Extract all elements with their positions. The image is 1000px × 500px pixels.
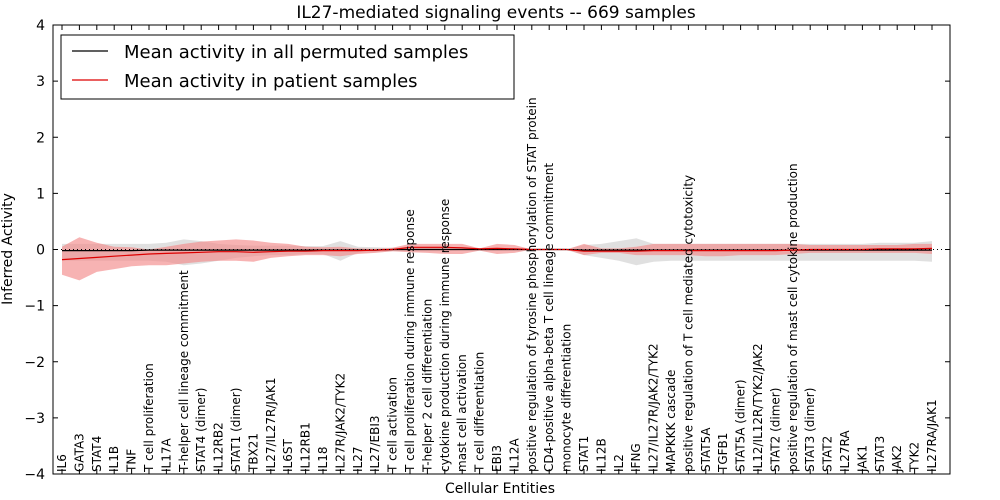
category-label: TBX21: [246, 433, 260, 473]
category-label: STAT1 (dimer): [229, 388, 243, 472]
category-label: STAT2: [821, 436, 835, 472]
y-axis-title: Inferred Activity: [0, 193, 16, 305]
category-label: GATA3: [72, 433, 86, 472]
y-tick-label: −2: [24, 355, 45, 371]
y-tick-label: 2: [36, 130, 45, 146]
category-label: TYK2: [908, 442, 922, 473]
category-label: IL12B: [594, 438, 608, 472]
category-label: IL2: [612, 454, 626, 472]
chart-title: IL27-mediated signaling events -- 669 sa…: [296, 3, 696, 23]
category-label: T-helper 2 cell differentiation: [420, 299, 434, 473]
category-label: mast cell activation: [455, 354, 469, 472]
category-label: IL27/IL27R/JAK1: [264, 378, 278, 472]
category-label: IFNG: [629, 443, 643, 472]
category-label: STAT3 (dimer): [803, 388, 817, 472]
legend-frame: [60, 34, 515, 100]
category-label: IL27: [351, 447, 365, 473]
category-label: STAT5A: [699, 427, 713, 472]
category-label: IL18: [316, 447, 330, 473]
category-label: IL12RB2: [212, 422, 226, 472]
y-axis: −4 −3 −2 −1 0 1 2 3 4: [24, 18, 950, 483]
category-label: IL6: [55, 454, 69, 472]
category-label: TNF: [125, 449, 139, 473]
category-label: IL27R/JAK2/TYK2: [333, 373, 347, 472]
category-label: STAT4: [90, 436, 104, 472]
category-label: EBI3: [490, 445, 504, 472]
category-label: IL6ST: [281, 439, 295, 472]
legend: Mean activity in all permuted samples Me…: [60, 34, 515, 100]
category-label: IL27/IL27R/JAK2/TYK2: [647, 343, 661, 472]
category-label: cytokine production during immune respon…: [438, 199, 452, 472]
category-label: positive regulation of tyrosine phosphor…: [525, 97, 539, 472]
band-patient: [62, 237, 932, 281]
category-label: IL27/EBI3: [368, 415, 382, 472]
category-label: IL27RA: [838, 430, 852, 472]
category-label: IL12/IL12R/TYK2/JAK2: [751, 343, 765, 472]
category-label: monocyte differentiation: [560, 324, 574, 472]
category-label: positive regulation of T cell mediated c…: [681, 175, 695, 472]
category-label: positive regulation of mast cell cytokin…: [786, 163, 800, 472]
category-label: STAT4 (dimer): [194, 388, 208, 472]
category-label: STAT1: [577, 436, 591, 472]
legend-label-patient: Mean activity in patient samples: [124, 71, 418, 92]
category-label: IL17A: [159, 438, 173, 472]
line-patient: [61, 246, 933, 261]
y-tick-label: 3: [36, 74, 45, 90]
category-label: STAT2 (dimer): [768, 388, 782, 472]
category-label: T cell proliferation during immune respo…: [403, 209, 417, 473]
category-label: TGFB1: [716, 433, 730, 473]
category-label: JAK2: [890, 445, 904, 473]
y-tick-label: 4: [36, 18, 45, 34]
legend-label-permuted: Mean activity in all permuted samples: [124, 42, 468, 63]
category-label: T cell proliferation: [142, 363, 156, 473]
y-tick-label: −1: [24, 299, 45, 315]
x-axis-title: Cellular Entities: [445, 481, 555, 497]
category-label: T cell activation: [386, 377, 400, 473]
y-tick-label: 1: [36, 186, 45, 202]
category-label: JAK1: [855, 445, 869, 473]
category-label: T-helper cell lineage commitment: [177, 270, 191, 473]
category-label: IL27RA/JAK1: [925, 399, 939, 472]
y-tick-label: −3: [24, 411, 45, 427]
category-label: IL12A: [507, 438, 521, 472]
category-label: MAPKKK cascade: [664, 370, 678, 472]
category-label: IL12RB1: [299, 422, 313, 472]
category-label: STAT5A (dimer): [734, 379, 748, 472]
y-tick-label: −4: [24, 467, 45, 483]
confidence-bands: [62, 237, 932, 281]
category-label: T cell differentiation: [473, 352, 487, 473]
x-axis: IL6 GATA3 STAT4 IL1B TNF T cell proliferation…: [55, 25, 939, 474]
category-label: IL1B: [107, 446, 121, 472]
y-tick-label: 0: [36, 243, 45, 259]
category-label: STAT3: [873, 436, 887, 472]
category-label: CD4-positive alpha-beta T cell lineage c…: [542, 163, 556, 472]
